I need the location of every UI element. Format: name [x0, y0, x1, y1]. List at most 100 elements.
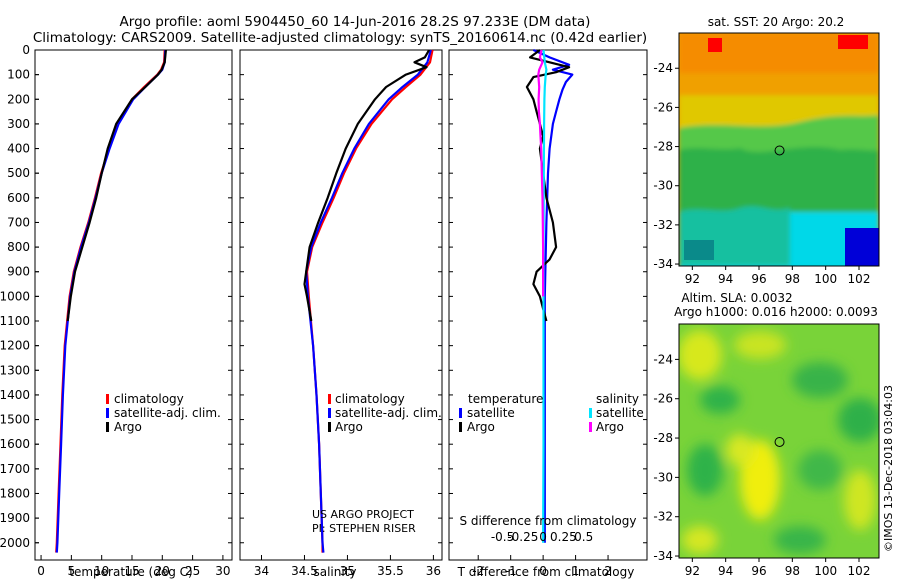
- x-tick-label: 35: [340, 564, 355, 578]
- legend-label-climatology: climatology: [114, 392, 184, 406]
- x-tick-label: 10: [94, 564, 109, 578]
- map-x-tick-label: 96: [751, 564, 766, 578]
- legend-swatch-climatology: [328, 394, 331, 404]
- series-argo: [66, 49, 167, 322]
- x-tick-label: 35.5: [377, 564, 404, 578]
- sst-cold-patch: [845, 228, 879, 266]
- depth-tick-label: 1400: [0, 388, 30, 402]
- depth-tick-label: 600: [7, 191, 30, 205]
- series-argo: [303, 49, 431, 322]
- map-y-tick-label: -30: [653, 179, 673, 193]
- map-x-tick-label: 100: [814, 564, 837, 578]
- map-y-tick-label: -32: [653, 218, 673, 232]
- map-x-tick-label: 102: [848, 272, 871, 286]
- t-difference-label: T difference from climatology: [457, 565, 635, 579]
- x-tick-label: 34.5: [291, 564, 318, 578]
- imos-stamp: ©IMOS 13-Dec-2018 03:04:03: [882, 385, 895, 552]
- legend-label-argo: Argo: [335, 420, 363, 434]
- temperature-panel: [34, 49, 233, 561]
- depth-axis: 0 100 200 300 400 500 600 700 800 900 1000 1100 1200…: [0, 43, 39, 550]
- pi-credit: PI: STEPHEN RISER: [312, 522, 416, 535]
- legend-title-salinity: salinity: [596, 392, 639, 406]
- temperature-legend: climatology satellite-adj. clim. Argo: [106, 392, 221, 434]
- depth-tick-label: 1100: [0, 314, 30, 328]
- x-tick-label: 0: [539, 564, 547, 578]
- series-salinity-satellite: [541, 49, 548, 543]
- sla-low: [687, 444, 723, 496]
- series-climatology: [305, 49, 434, 553]
- legend-label-satellite-adj: satellite-adj. clim.: [335, 406, 442, 420]
- map-y-tick-label: -34: [653, 549, 673, 563]
- legend-label-satellite-adj: satellite-adj. clim.: [114, 406, 221, 420]
- depth-tick-label: 1900: [0, 511, 30, 525]
- x-tick-label: 0: [37, 564, 45, 578]
- legend-swatch-argo: [106, 422, 109, 432]
- legend-label-t-satellite: satellite: [467, 406, 515, 420]
- x-tick-label: 5: [68, 564, 76, 578]
- sst-map-axes: 92 94 96 98 100 102 -24 -26 -28 -30 -32 -34: [653, 61, 870, 286]
- sla-map: [679, 324, 879, 558]
- sla-map-frame: [678, 323, 880, 559]
- salinity-plot: 34 34.5 35 35.5 36: [240, 49, 442, 578]
- x-tick-label: 25: [185, 564, 200, 578]
- difference-legend: temperature salinity satellite Argo sate…: [459, 392, 644, 434]
- figure-subtitle: Climatology: CARS2009. Satellite-adjuste…: [33, 30, 647, 46]
- map-y-tick-label: -34: [653, 257, 673, 271]
- legend-title-temperature: temperature: [468, 392, 543, 406]
- sst-band-green-dark: [679, 147, 879, 215]
- sla-map-title: Altim. SLA: 0.0032: [681, 291, 792, 305]
- map-y-tick-label: -32: [653, 510, 673, 524]
- legend-swatch-satellite-adj: [328, 408, 331, 418]
- legend-swatch-climatology: [106, 394, 109, 404]
- depth-tick-label: 200: [7, 92, 30, 106]
- depth-tick-label: 1200: [0, 339, 30, 353]
- sst-map-title: sat. SST: 20 Argo: 20.2: [708, 15, 845, 29]
- legend-label-s-satellite: satellite: [596, 406, 644, 420]
- salinity-legend: climatology satellite-adj. clim. Argo: [328, 392, 442, 434]
- depth-tick-label: 100: [7, 68, 30, 82]
- map-x-tick-label: 98: [785, 272, 800, 286]
- x-tick-label: 36: [426, 564, 441, 578]
- temperature-plot: 0 5 10 15 20 25 30: [35, 49, 232, 578]
- depth-tick-label: 1300: [0, 363, 30, 377]
- project-credit: US ARGO PROJECT: [312, 508, 414, 521]
- x-tick-label: 1: [572, 564, 580, 578]
- x-tick-label: -2: [472, 564, 484, 578]
- depth-tick-label: 400: [7, 142, 30, 156]
- map-x-tick-label: 92: [685, 564, 700, 578]
- s-diff-tick-label: 0.5: [574, 530, 593, 544]
- map-y-tick-label: -26: [653, 392, 673, 406]
- legend-swatch-t-satellite: [459, 408, 462, 418]
- map-y-tick-label: -28: [653, 140, 673, 154]
- depth-tick-label: 2000: [0, 536, 30, 550]
- sla-map-axes: 92 94 96 98 100 102 -24 -26 -28 -30 -32 -34: [653, 352, 870, 578]
- map-x-tick-label: 100: [814, 272, 837, 286]
- sst-map-frame: [678, 32, 880, 267]
- map-x-tick-label: 98: [785, 564, 800, 578]
- sla-map-subtitle: Argo h1000: 0.016 h2000: 0.0093: [674, 305, 878, 319]
- s-difference-label: S difference from climatology: [460, 514, 637, 528]
- map-x-tick-label: 94: [718, 272, 733, 286]
- sst-hot-patch: [838, 35, 868, 49]
- legend-label-climatology: climatology: [335, 392, 405, 406]
- sla-low: [700, 386, 740, 414]
- legend-label-s-argo: Argo: [596, 420, 624, 434]
- sla-low: [838, 398, 879, 442]
- s-diff-tick-label: 0.25: [550, 530, 577, 544]
- map-x-tick-label: 96: [751, 272, 766, 286]
- map-y-tick-label: -28: [653, 431, 673, 445]
- sla-low: [792, 362, 848, 398]
- depth-tick-label: 1800: [0, 486, 30, 500]
- salinity-xlabel: salinity: [313, 565, 356, 579]
- x-tick-label: -1: [505, 564, 517, 578]
- x-tick-label: 15: [124, 564, 139, 578]
- argo-position-marker: [774, 436, 785, 447]
- legend-swatch-s-satellite: [589, 408, 592, 418]
- temperature-xlabel: temperature (deg C): [69, 565, 192, 579]
- sla-high: [682, 526, 718, 554]
- sst-teal-patch: [684, 240, 714, 260]
- sla-high: [679, 330, 722, 380]
- map-y-tick-label: -24: [653, 352, 673, 366]
- legend-swatch-s-argo: [589, 422, 592, 432]
